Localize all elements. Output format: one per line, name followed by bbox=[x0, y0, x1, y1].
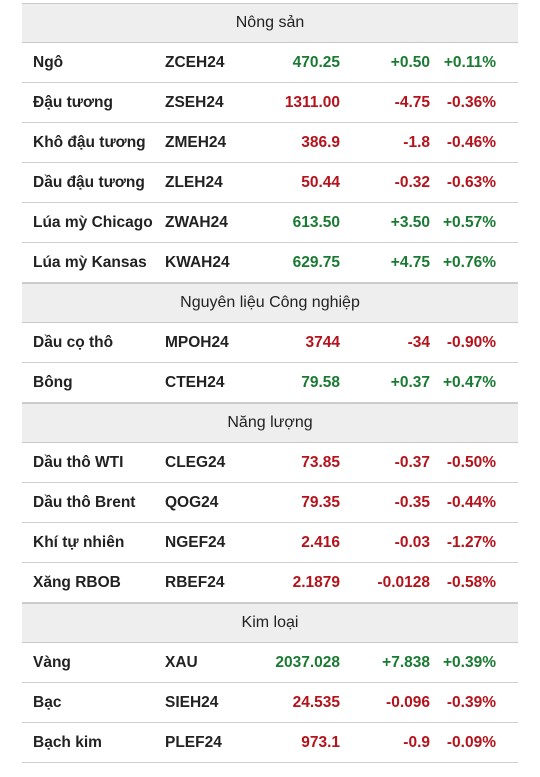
commodity-name: Khô đậu tương bbox=[33, 133, 146, 151]
table-row: Dầu thô Brent QOG24 79.35 -0.35 -0.44% bbox=[22, 483, 518, 523]
change-value: -0.9 bbox=[403, 733, 430, 751]
price-value: 3744 bbox=[305, 333, 340, 351]
change-value: -1.8 bbox=[403, 133, 430, 151]
table-row: Dầu cọ thô MPOH24 3744 -34 -0.90% bbox=[22, 323, 518, 363]
change-value: +3.50 bbox=[390, 213, 430, 231]
ticker-code: ZLEH24 bbox=[165, 173, 223, 191]
change-value: +0.50 bbox=[390, 53, 430, 71]
price-value: 613.50 bbox=[292, 213, 340, 231]
table-row: Bông CTEH24 79.58 +0.37 +0.47% bbox=[22, 363, 518, 403]
table-row: Vàng XAU 2037.028 +7.838 +0.39% bbox=[22, 643, 518, 683]
change-value: -0.096 bbox=[386, 693, 430, 711]
commodity-name: Đậu tương bbox=[33, 93, 113, 111]
price-value: 386.9 bbox=[301, 133, 340, 151]
table-row: Khí tự nhiên NGEF24 2.416 -0.03 -1.27% bbox=[22, 523, 518, 563]
section-header: Kim loại bbox=[22, 603, 518, 643]
change-percent: -0.90% bbox=[446, 333, 496, 351]
section-header: Nông sản bbox=[22, 3, 518, 43]
table-row: Lúa mỳ Chicago ZWAH24 613.50 +3.50 +0.57% bbox=[22, 203, 518, 243]
price-value: 73.85 bbox=[301, 453, 340, 471]
change-percent: -1.27% bbox=[446, 533, 496, 551]
commodity-name: Dầu thô WTI bbox=[33, 453, 124, 471]
change-percent: -0.09% bbox=[446, 733, 496, 751]
price-value: 2.416 bbox=[301, 533, 340, 551]
change-percent: -0.50% bbox=[446, 453, 496, 471]
price-value: 79.35 bbox=[301, 493, 340, 511]
table-row: Dầu thô WTI CLEG24 73.85 -0.37 -0.50% bbox=[22, 443, 518, 483]
ticker-code: KWAH24 bbox=[165, 253, 230, 271]
commodity-name: Ngô bbox=[33, 53, 64, 71]
change-value: +0.37 bbox=[390, 373, 430, 391]
commodity-name: Dầu cọ thô bbox=[33, 333, 114, 351]
commodity-name: Bạch kim bbox=[33, 733, 102, 751]
change-percent: +0.47% bbox=[442, 373, 496, 391]
commodity-name: Lúa mỳ Kansas bbox=[33, 253, 147, 271]
price-value: 1311.00 bbox=[284, 93, 340, 111]
price-value: 24.535 bbox=[292, 693, 340, 711]
change-percent: +0.39% bbox=[442, 653, 496, 671]
table-row: Bạch kim PLEF24 973.1 -0.9 -0.09% bbox=[22, 723, 518, 763]
commodity-name: Lúa mỳ Chicago bbox=[33, 213, 153, 231]
ticker-code: XAU bbox=[165, 653, 198, 671]
commodity-name: Dầu đậu tương bbox=[33, 173, 145, 191]
change-value: -0.37 bbox=[394, 453, 430, 471]
price-value: 2.1879 bbox=[292, 573, 340, 591]
table-row: Dầu đậu tương ZLEH24 50.44 -0.32 -0.63% bbox=[22, 163, 518, 203]
change-percent: +0.11% bbox=[443, 53, 496, 71]
ticker-code: ZMEH24 bbox=[165, 133, 227, 151]
change-percent: +0.57% bbox=[442, 213, 496, 231]
change-value: -0.35 bbox=[394, 493, 430, 511]
commodity-price-table: Nông sản Ngô ZCEH24 470.25 +0.50 +0.11% Đậu tư… bbox=[22, 3, 518, 763]
change-value: +7.838 bbox=[382, 653, 430, 671]
change-percent: -0.46% bbox=[446, 133, 496, 151]
commodity-name: Vàng bbox=[33, 653, 71, 671]
ticker-code: PLEF24 bbox=[165, 733, 222, 751]
table-row: Khô đậu tương ZMEH24 386.9 -1.8 -0.46% bbox=[22, 123, 518, 163]
ticker-code: ZSEH24 bbox=[165, 93, 224, 111]
ticker-code: CTEH24 bbox=[165, 373, 225, 391]
change-value: -0.0128 bbox=[377, 573, 430, 591]
section-header: Năng lượng bbox=[22, 403, 518, 443]
change-value: -34 bbox=[407, 333, 430, 351]
section-header: Nguyên liệu Công nghiệp bbox=[22, 283, 518, 323]
price-value: 629.75 bbox=[292, 253, 340, 271]
change-value: -0.03 bbox=[394, 533, 430, 551]
commodity-name: Khí tự nhiên bbox=[33, 533, 125, 551]
change-percent: -0.39% bbox=[446, 693, 496, 711]
table-row: Lúa mỳ Kansas KWAH24 629.75 +4.75 +0.76% bbox=[22, 243, 518, 283]
ticker-code: QOG24 bbox=[165, 493, 219, 511]
change-percent: +0.76% bbox=[442, 253, 496, 271]
table-row: Ngô ZCEH24 470.25 +0.50 +0.11% bbox=[22, 43, 518, 83]
commodity-name: Bông bbox=[33, 373, 73, 391]
change-percent: -0.63% bbox=[446, 173, 496, 191]
change-percent: -0.58% bbox=[446, 573, 496, 591]
table-row: Bạc SIEH24 24.535 -0.096 -0.39% bbox=[22, 683, 518, 723]
ticker-code: SIEH24 bbox=[165, 693, 219, 711]
ticker-code: ZWAH24 bbox=[165, 213, 228, 231]
commodity-name: Xăng RBOB bbox=[33, 573, 121, 591]
price-value: 79.58 bbox=[301, 373, 340, 391]
change-percent: -0.44% bbox=[446, 493, 496, 511]
commodity-name: Dầu thô Brent bbox=[33, 493, 136, 511]
price-value: 470.25 bbox=[292, 53, 340, 71]
ticker-code: MPOH24 bbox=[165, 333, 229, 351]
change-value: +4.75 bbox=[390, 253, 430, 271]
table-row: Đậu tương ZSEH24 1311.00 -4.75 -0.36% bbox=[22, 83, 518, 123]
table-row: Xăng RBOB RBEF24 2.1879 -0.0128 -0.58% bbox=[22, 563, 518, 603]
ticker-code: ZCEH24 bbox=[165, 53, 225, 71]
price-value: 2037.028 bbox=[275, 653, 340, 671]
ticker-code: NGEF24 bbox=[165, 533, 226, 551]
price-value: 50.44 bbox=[301, 173, 340, 191]
commodity-name: Bạc bbox=[33, 693, 62, 711]
ticker-code: RBEF24 bbox=[165, 573, 225, 591]
change-value: -4.75 bbox=[394, 93, 430, 111]
price-value: 973.1 bbox=[301, 733, 340, 751]
change-percent: -0.36% bbox=[446, 93, 496, 111]
change-value: -0.32 bbox=[394, 173, 430, 191]
ticker-code: CLEG24 bbox=[165, 453, 226, 471]
